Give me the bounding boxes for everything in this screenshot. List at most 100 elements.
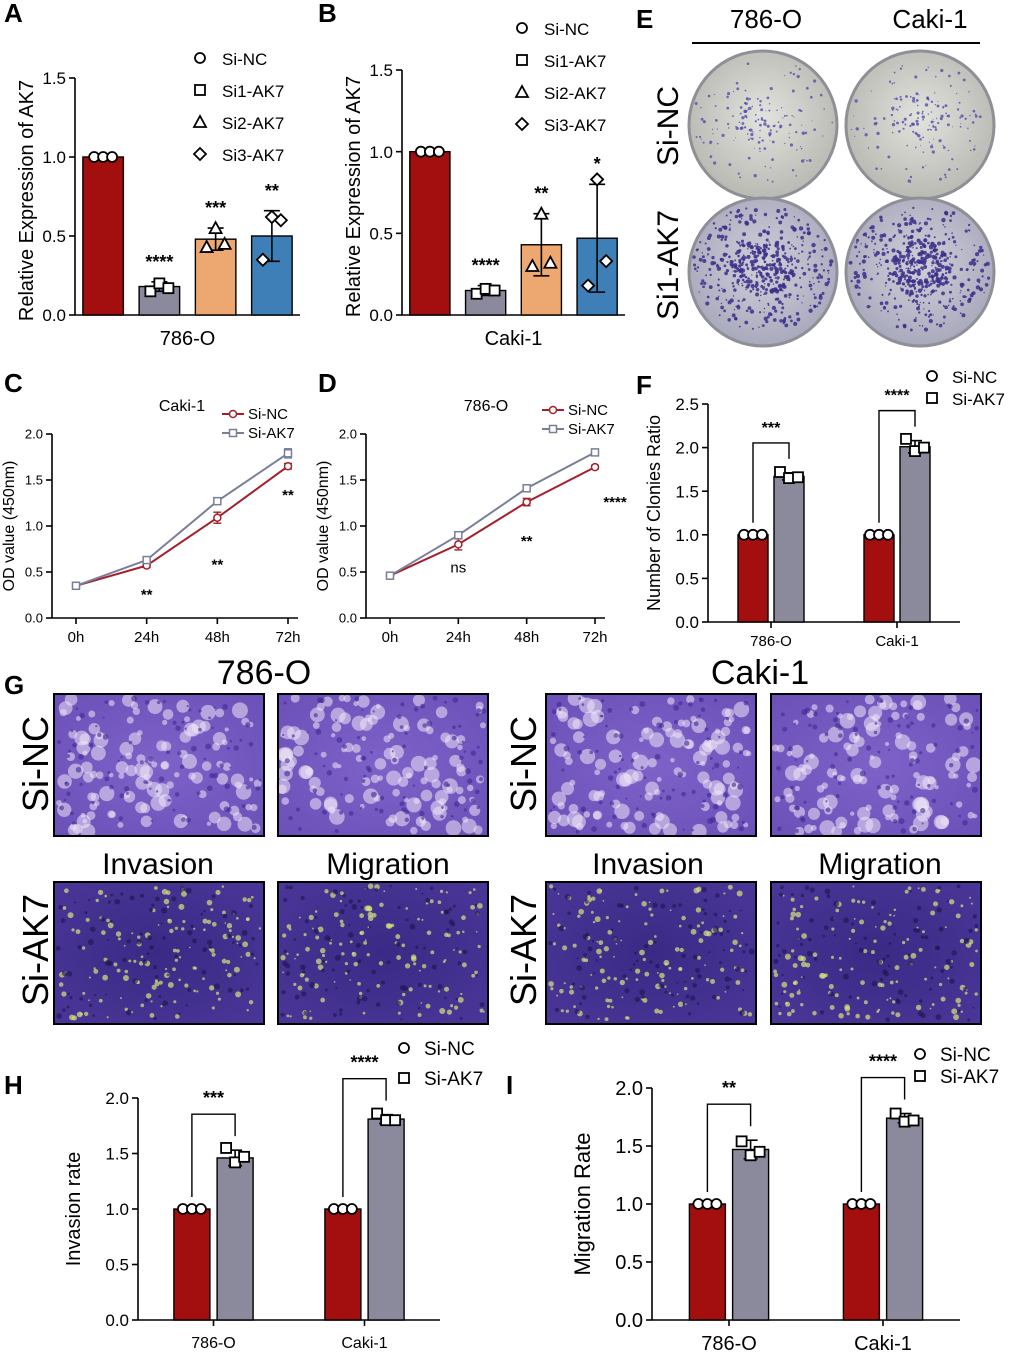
y-tick-label: 0.0 (105, 1311, 129, 1330)
clear-patch (74, 730, 90, 746)
colony-dot (924, 254, 930, 260)
stained-cell (179, 886, 185, 892)
colony-dot (746, 116, 748, 119)
stained-cell (937, 886, 942, 890)
stained-cell (929, 987, 932, 991)
colony-dot (739, 267, 744, 272)
colony-dot (902, 274, 907, 279)
stained-cell (425, 898, 431, 903)
colony-dot (769, 266, 774, 271)
colony-dot (937, 278, 942, 283)
stained-cell (371, 969, 376, 975)
colony-dot (915, 247, 918, 250)
clear-patch (593, 790, 604, 802)
clear-patch (831, 826, 843, 838)
stained-cell (309, 982, 316, 989)
stained-cell (370, 791, 377, 798)
legend-marker (228, 428, 238, 438)
clear-patch (150, 795, 166, 811)
colony-dot (793, 216, 796, 218)
pore-spot (479, 1008, 484, 1013)
colony-dot (783, 294, 788, 298)
colony-dot (921, 243, 926, 247)
clear-patch (891, 711, 900, 721)
stained-cell (452, 697, 459, 703)
colony-dot (760, 118, 764, 121)
pore-spot (322, 953, 326, 958)
stained-cell (848, 995, 853, 999)
colony-dot (921, 110, 924, 113)
clear-patch (290, 693, 300, 703)
clear-patch (440, 732, 451, 743)
colony-dot (729, 211, 733, 214)
stained-cell (963, 987, 967, 991)
colony-dot (897, 261, 901, 265)
stained-cell (213, 706, 216, 709)
stained-cell (203, 909, 206, 913)
colony-dot (956, 108, 960, 111)
stained-cell (356, 1000, 361, 1005)
pore-spot (783, 990, 787, 994)
data-point (217, 236, 233, 250)
clear-patch (692, 750, 708, 766)
colony-dot (947, 168, 951, 171)
stained-cell (56, 1013, 62, 1019)
column-label: 786-O (730, 4, 802, 34)
clear-patch (560, 782, 575, 796)
stained-cell (940, 969, 945, 974)
stained-cell (446, 783, 451, 787)
stained-cell (369, 926, 372, 929)
pore-spot (587, 895, 591, 899)
pore-spot (106, 918, 110, 923)
stained-cell (885, 1017, 890, 1022)
pore-spot (106, 1016, 109, 1019)
stained-cell (149, 945, 154, 950)
x-tick-label: 786-O (701, 1333, 757, 1355)
colony-dot (905, 248, 911, 253)
colony-dot (732, 270, 734, 272)
dish-si1-ak7-caki-1 (844, 196, 996, 348)
stained-cell (834, 723, 840, 729)
stained-cell (776, 943, 780, 948)
stained-cell (649, 960, 653, 964)
stained-cell (128, 740, 133, 745)
pore-spot (172, 967, 176, 972)
stained-cell (105, 993, 108, 996)
colony-dot (949, 263, 951, 265)
clear-patch (126, 716, 134, 724)
colony-dot (886, 250, 890, 254)
colony-dot (795, 65, 797, 67)
stained-cell (949, 802, 953, 806)
clear-patch (963, 722, 971, 730)
pore-spot (319, 947, 326, 954)
stained-cell (905, 724, 911, 729)
colony-dot (802, 231, 806, 235)
colony-dot (946, 256, 949, 260)
colony-dot (747, 277, 750, 280)
y-tick-label: 2.0 (25, 427, 43, 442)
colony-dot (924, 103, 929, 107)
colony-dot (793, 321, 798, 326)
stained-cell (931, 723, 936, 728)
colony-dot (729, 227, 731, 229)
pore-spot (723, 892, 726, 895)
pore-spot (182, 919, 186, 924)
colony-dot (779, 319, 783, 323)
data-point (371, 1107, 384, 1120)
pore-spot (608, 998, 613, 1003)
colony-dot (914, 299, 919, 303)
stained-cell (452, 725, 456, 730)
colony-dot (723, 264, 727, 268)
clear-patch (620, 822, 629, 830)
pore-spot (681, 915, 686, 921)
pore-spot (812, 952, 818, 958)
colony-dot (762, 243, 766, 247)
pore-spot (696, 924, 701, 928)
colony-dot (930, 227, 933, 231)
colony-dot (734, 274, 736, 276)
colony-dot (744, 320, 749, 325)
pore-spot (596, 940, 599, 943)
pore-spot (876, 1010, 880, 1013)
stained-cell (404, 731, 408, 736)
stained-cell (895, 998, 900, 1003)
